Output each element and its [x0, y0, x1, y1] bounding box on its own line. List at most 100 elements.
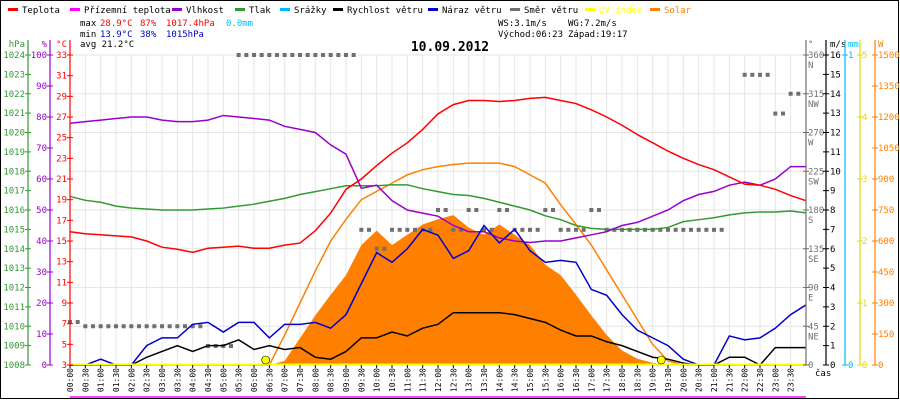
uv-axis: 5 4 3 2 1 0: [857, 40, 867, 371]
axis-tick-label: 100: [31, 51, 47, 61]
x-tick-label: 13:30: [480, 368, 489, 392]
wind-direction-point: [543, 208, 548, 212]
x-tick-label: 23:00: [771, 368, 780, 392]
axis-tick-label: 29: [56, 92, 67, 102]
legend-label: Solar: [664, 6, 692, 16]
axis-tick-label: 5: [62, 340, 67, 350]
x-tick-label: 15:00: [526, 368, 535, 392]
wind-direction-point: [121, 324, 126, 329]
axis-tick-label: E: [808, 294, 813, 304]
axis-tick-label: 60: [36, 175, 47, 185]
axis-tick-label: 1: [862, 299, 867, 309]
wind-direction-point: [190, 324, 195, 329]
x-axis-label: čas: [815, 368, 831, 379]
solar-axis-unit: W: [878, 40, 884, 50]
axis-tick-label: 1018: [3, 167, 25, 177]
axis-tick-label: 750: [878, 206, 894, 216]
wind-direction-point: [321, 53, 325, 57]
legend-swatch: [333, 8, 343, 11]
axis-tick-label: 7: [830, 225, 835, 235]
axis-tick-label: 16: [830, 51, 841, 61]
axis-tick-label: 12: [830, 129, 841, 139]
wind-direction-point: [413, 227, 417, 232]
wind-direction-point: [681, 227, 686, 232]
axis-tick-label: S: [808, 216, 813, 226]
rain-axis-unit: mm: [848, 40, 859, 50]
axis-tick-label: 2: [862, 237, 867, 247]
x-tick-label: 14:00: [495, 368, 504, 392]
wind-direction-point: [91, 324, 95, 329]
legend-item: Solar: [650, 6, 692, 16]
chart-title: 10.09.2012: [411, 40, 489, 55]
axis-tick-label: 2: [830, 322, 835, 332]
x-tick-label: 07:00: [281, 368, 290, 392]
wind-direction-point: [390, 227, 394, 232]
axis-tick-label: 0: [830, 361, 835, 371]
x-tick-label: 10:30: [388, 368, 397, 392]
pressure-line: [69, 184, 807, 231]
direction-axis-unit: °: [808, 40, 813, 50]
wind-direction-point: [167, 324, 172, 329]
axis-tick-label: 4: [830, 284, 835, 294]
axis-tick-label: 5: [830, 264, 835, 274]
x-tick-label: 12:30: [449, 368, 458, 392]
plot-area: [68, 53, 807, 366]
wind-direction-point: [298, 53, 302, 57]
axis-tick-label: 31: [56, 72, 67, 82]
stat-max-temp: 28.9°C: [100, 19, 133, 29]
axis-tick-label: 270: [808, 129, 824, 139]
wind-direction-point: [704, 227, 709, 232]
axis-tick-label: 900: [878, 175, 894, 185]
axis-tick-label: SW: [808, 177, 819, 187]
stat-max-pres: 1017.4hPa: [166, 19, 215, 29]
axis-tick-label: 13: [56, 258, 67, 268]
wind-direction-point: [137, 324, 141, 329]
axis-tick-label: 45: [808, 322, 819, 332]
axis-tick-label: 1021: [3, 109, 25, 119]
wind-direction-point: [581, 227, 586, 232]
wind-direction-point: [351, 53, 356, 57]
legend-swatch: [70, 8, 80, 11]
axis-tick-label: 1023: [3, 70, 25, 80]
axis-tick-label: 14: [830, 90, 841, 100]
axis-tick-label: 13: [830, 109, 841, 119]
axis-tick-label: 10: [36, 330, 47, 340]
axis-tick-label: N: [808, 61, 813, 71]
wind-direction-point: [566, 227, 571, 232]
legend-label: Teplota: [22, 6, 60, 16]
axis-tick-label: 90: [36, 82, 47, 92]
x-tick-label: 07:30: [296, 368, 305, 392]
axis-tick-label: 1010: [3, 322, 25, 332]
axis-tick-label: 9: [62, 299, 67, 309]
rain-axis: mm1 0: [842, 40, 859, 371]
wind-direction-point: [305, 53, 310, 57]
x-tick-label: 04:30: [204, 368, 213, 392]
wind-direction-point: [788, 91, 793, 96]
x-tick-label: 19:30: [664, 368, 673, 392]
legend-item: Přízemní teplota: [70, 6, 171, 16]
axis-tick-label: 23: [56, 154, 67, 164]
stat-max-label: max: [80, 19, 97, 29]
x-tick-label: 03:00: [158, 368, 167, 392]
axis-tick-label: W: [808, 139, 814, 149]
legend-label: Směr větru: [524, 6, 578, 16]
x-tick-label: 08:30: [327, 368, 336, 392]
axis-tick-label: NE: [808, 332, 819, 342]
x-tick-label: 01:30: [112, 368, 121, 392]
wind-direction-point: [589, 208, 594, 212]
axis-tick-label: 40: [36, 237, 47, 247]
axis-tick-label: 1014: [3, 245, 25, 255]
x-tick-label: 18:00: [618, 368, 627, 392]
wind-direction-point: [459, 227, 463, 232]
axis-tick-label: 70: [36, 144, 47, 154]
wind-direction-point: [198, 324, 203, 329]
wind-direction-point: [765, 72, 770, 77]
x-tick-label: 05:00: [219, 368, 228, 392]
legend-swatch: [585, 8, 595, 11]
wind-direction-point: [98, 324, 103, 329]
axis-tick-label: 1022: [3, 90, 25, 100]
wind-direction-point: [160, 324, 164, 329]
solar-area: [70, 215, 806, 365]
axis-tick-label: 25: [56, 134, 67, 144]
legend-item: Teplota: [8, 6, 60, 16]
